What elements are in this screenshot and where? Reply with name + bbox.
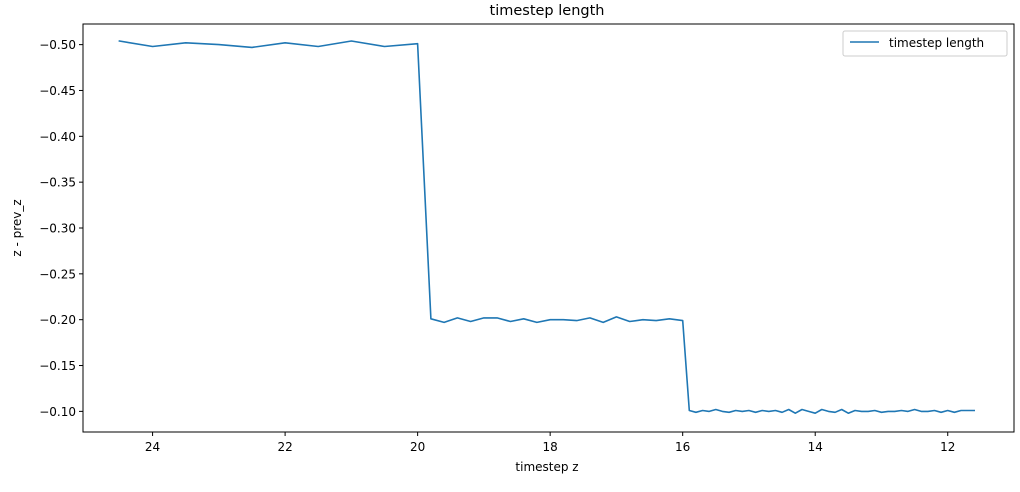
y-tick-label: −0.10 bbox=[39, 405, 76, 419]
x-tick-label: 20 bbox=[410, 440, 425, 454]
series-line-timestep-length bbox=[118, 40, 976, 415]
y-tick-label: −0.35 bbox=[39, 176, 76, 190]
y-tick-label: −0.50 bbox=[39, 38, 76, 52]
x-tick-label: 12 bbox=[940, 440, 955, 454]
legend-label-timestep-length: timestep length bbox=[889, 36, 984, 50]
legend: timestep length bbox=[842, 30, 1008, 57]
x-tick-label: 16 bbox=[675, 440, 690, 454]
y-tick-label: −0.30 bbox=[39, 222, 76, 236]
series-layer bbox=[118, 40, 976, 415]
x-axis-label: timestep z bbox=[515, 460, 578, 474]
x-tick-label: 24 bbox=[145, 440, 160, 454]
plot-area bbox=[82, 23, 1015, 433]
y-tick-label: −0.15 bbox=[39, 359, 76, 373]
y-axis-ticks: −0.50 −0.45 −0.40 −0.35 −0.30 −0.25 −0.20 −0.15… bbox=[39, 38, 83, 419]
x-tick-label: 14 bbox=[808, 440, 823, 454]
y-axis-label: z - prev_z bbox=[10, 199, 24, 256]
x-tick-label: 18 bbox=[543, 440, 558, 454]
plot-frame bbox=[82, 23, 1015, 433]
y-tick-label: −0.40 bbox=[39, 130, 76, 144]
y-tick-label: −0.45 bbox=[39, 84, 76, 98]
x-axis-ticks: 24 22 20 18 16 14 12 bbox=[145, 432, 955, 454]
legend-box bbox=[842, 30, 1008, 57]
chart-title: timestep length bbox=[490, 3, 605, 19]
y-tick-label: −0.20 bbox=[39, 313, 76, 327]
y-tick-label: −0.25 bbox=[39, 267, 76, 281]
x-tick-label: 22 bbox=[277, 440, 292, 454]
